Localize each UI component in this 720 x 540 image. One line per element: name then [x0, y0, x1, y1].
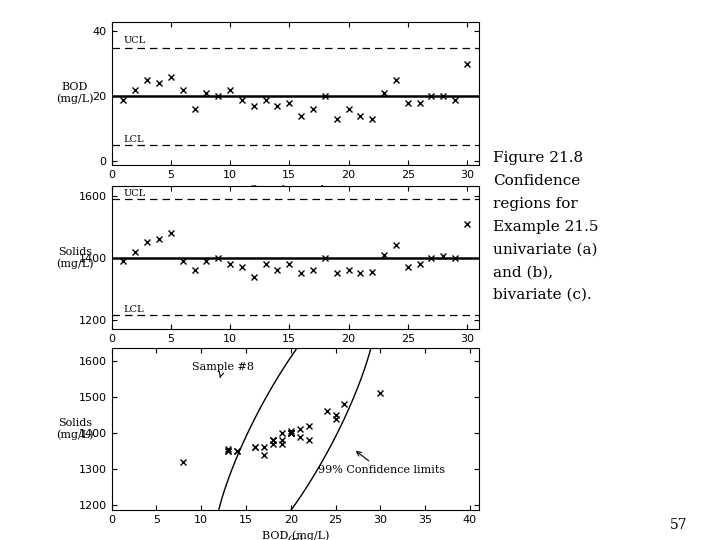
Text: UCL: UCL	[123, 36, 145, 45]
X-axis label: Sample number: Sample number	[251, 185, 340, 195]
Text: (c): (c)	[287, 536, 304, 540]
Text: Sample #8: Sample #8	[192, 362, 254, 377]
X-axis label: BOD (mg/L): BOD (mg/L)	[261, 531, 329, 540]
Text: Figure 21.8
Confidence
regions for
Example 21.5
univariate (a)
and (b),
bivariat: Figure 21.8 Confidence regions for Examp…	[493, 151, 599, 302]
X-axis label: Sample number: Sample number	[251, 350, 340, 360]
Text: LCL: LCL	[123, 134, 144, 144]
Text: 99% Confidence limits: 99% Confidence limits	[318, 451, 445, 475]
Text: (b): (b)	[287, 362, 304, 375]
Text: (a): (a)	[287, 198, 304, 211]
Text: LCL: LCL	[123, 306, 144, 314]
Y-axis label: Solids
(mg/L): Solids (mg/L)	[56, 418, 94, 441]
Text: Chapter 21: Chapter 21	[21, 209, 40, 331]
Text: UCL: UCL	[123, 189, 145, 198]
Y-axis label: BOD
(mg/L): BOD (mg/L)	[56, 82, 94, 104]
Y-axis label: Solids
(mg/L): Solids (mg/L)	[56, 247, 94, 269]
Text: 57: 57	[670, 518, 688, 532]
